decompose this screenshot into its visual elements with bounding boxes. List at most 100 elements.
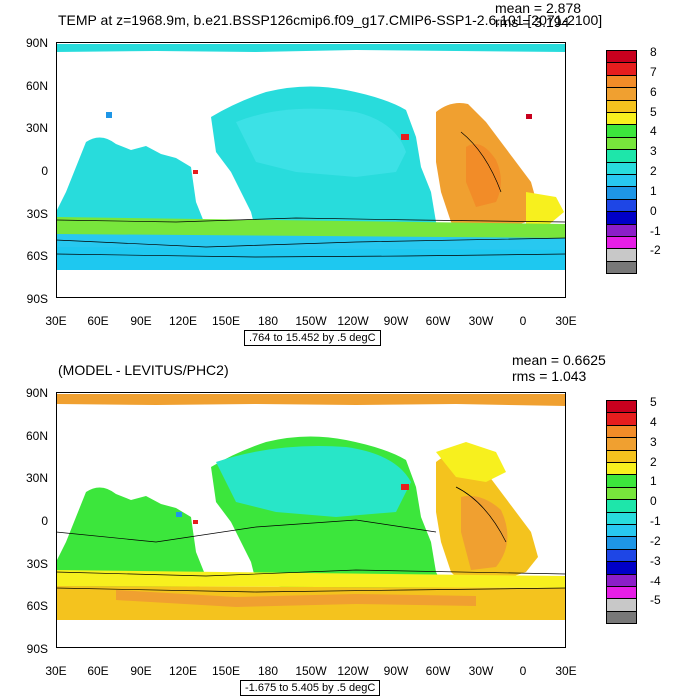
lon-label: 30E [45,314,67,328]
lon-label: 30W [468,664,494,678]
colorbar-swatch [606,536,637,550]
colorbar-swatch [606,474,637,488]
mean-stat: mean = 0.6625 [512,352,606,368]
lon-label: 60E [87,314,109,328]
lon-label: 120W [337,314,369,328]
colorbar-swatch [606,74,637,89]
colorbar-swatch [606,62,637,76]
colorbar-swatch [606,186,637,200]
lat-label: 0 [41,514,48,528]
colorbar-label: -2 [650,533,661,548]
colorbar-swatch [606,511,637,525]
colorbar-label: 8 [650,45,657,59]
colorbar-label: -1 [650,514,661,529]
lon-label: 60W [425,664,451,678]
temperature-map [56,42,566,298]
colorbar-swatch [606,437,637,451]
colorbar-swatch [606,610,637,625]
difference-map [56,392,566,648]
lon-label: 150W [295,664,327,678]
map-plot-area [56,42,566,298]
lat-label: 90S [26,292,48,306]
colorbar-label: 4 [650,124,657,139]
lat-label: 90S [26,642,48,656]
lat-label: 60S [26,599,48,613]
colorbar-swatch [606,50,637,64]
colorbar-label: 0 [650,494,657,509]
colorbar-swatch [606,161,637,175]
lon-label: 30E [555,314,577,328]
lat-label: 60S [26,249,48,263]
colorbar-swatch [606,174,637,188]
colorbar-label: 2 [650,164,657,179]
mean-stat: mean = 2.878 [495,0,582,16]
map-plot-area [56,392,566,648]
colorbar-swatch [606,248,637,262]
lon-label: 0 [519,314,527,328]
panel-title: (MODEL - LEVITUS/PHC2) [58,362,229,378]
colorbar-label: -4 [650,573,661,588]
colorbar-swatch [606,87,637,101]
colorbar-swatch [606,412,637,426]
colorbar-swatch [606,424,637,439]
contour-range-label: .764 to 15.452 by .5 degC [244,330,381,346]
colorbar-label: 6 [650,84,657,99]
colorbar-label: -3 [650,553,661,568]
colorbar-swatch [606,462,637,476]
contour-range-label: -1.675 to 5.405 by .5 degC [240,680,381,696]
colorbar-label: 5 [650,395,657,409]
colorbar-swatch [606,499,637,513]
lat-label: 60N [25,429,48,443]
lon-label: 90E [130,314,152,328]
colorbar-swatch [606,524,637,538]
colorbar-label: -5 [650,593,661,608]
lon-label: 150E [211,314,241,328]
colorbar-swatch [606,548,637,563]
lon-label: 90W [383,314,409,328]
lon-label: 60W [425,314,451,328]
lon-label: 180 [257,664,279,678]
colorbar-swatch [606,400,637,414]
colorbar-label: 7 [650,64,657,79]
lon-label: 150E [211,664,241,678]
top-map-panel: TEMP at z=1968.9m, b.e21.BSSP126cmip6.f0… [25,0,661,346]
colorbar-swatch [606,236,637,250]
lon-label: 120E [168,314,198,328]
colorbar-label: 3 [650,144,657,159]
lon-label: 30E [555,664,577,678]
colorbar-swatch [606,136,637,151]
lon-label: 30W [468,314,494,328]
rms-stat: rms = 3.194 [495,14,570,30]
colorbar-swatch [606,598,637,612]
lon-label: 120W [337,664,369,678]
colorbar-swatch [606,486,637,501]
colorbar-label: 1 [650,183,657,198]
lon-label: 180 [257,314,279,328]
colorbar-swatch [606,449,637,463]
lon-label: 150W [295,314,327,328]
lon-label: 90W [383,664,409,678]
lon-label: 90E [130,664,152,678]
colorbar-swatch [606,586,637,600]
colorbar-swatch [606,211,637,225]
colorbar-label: -2 [650,243,661,258]
colorbar-swatch [606,573,637,587]
colorbar-label: 3 [650,434,657,449]
lon-label: 0 [519,664,527,678]
lon-label: 30E [45,664,67,678]
lat-label: 30S [26,207,48,221]
lat-label: 30N [25,121,48,135]
lat-label: 60N [25,79,48,93]
lat-label: 30S [26,557,48,571]
colorbar-swatch [606,260,637,275]
colorbar-swatch [606,198,637,213]
colorbar-swatch [606,149,637,163]
lat-label: 90N [25,36,48,50]
lat-label: 0 [41,164,48,178]
lat-label: 30N [25,471,48,485]
colorbar-swatch [606,112,637,126]
bottom-map-panel: (MODEL - LEVITUS/PHC2) mean = 0.6625 rms… [0,350,700,700]
colorbar-swatch [606,99,637,113]
colorbar-label: 0 [650,203,657,218]
colorbar-label: -1 [650,223,661,238]
